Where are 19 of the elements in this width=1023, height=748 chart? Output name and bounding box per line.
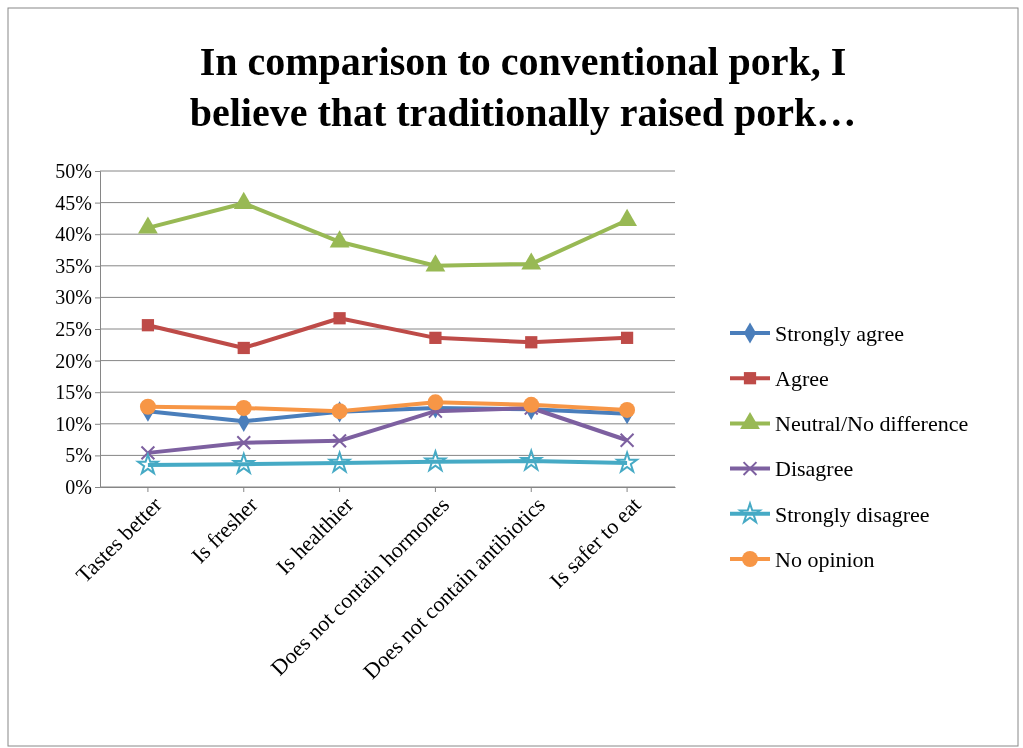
y-tick-label: 35%	[55, 254, 92, 277]
x-tick-label: Is safer to eat	[544, 491, 646, 593]
legend-label: Disagree	[775, 456, 854, 482]
y-tick-label: 50%	[55, 159, 92, 182]
y-tick-label: 0%	[65, 475, 92, 498]
y-tick-label: 25%	[55, 317, 92, 340]
y-tick-label: 30%	[55, 286, 92, 309]
y-tick-label: 5%	[65, 444, 92, 467]
y-tick-label: 10%	[55, 412, 92, 435]
y-tick-label: 15%	[55, 381, 92, 404]
chart-title: In comparison to conventional pork, I believe that traditionally raised pork…	[189, 39, 857, 135]
legend-label: No opinion	[775, 546, 875, 572]
legend-label: Strongly agree	[775, 320, 904, 346]
legend-label: Strongly disagree	[775, 501, 930, 527]
y-tick-label: 45%	[55, 191, 92, 214]
legend-label: Neutral/No difference	[775, 411, 969, 437]
y-tick-label: 40%	[55, 223, 92, 246]
legend-label: Agree	[775, 365, 829, 391]
y-tick-label: 20%	[55, 349, 92, 372]
